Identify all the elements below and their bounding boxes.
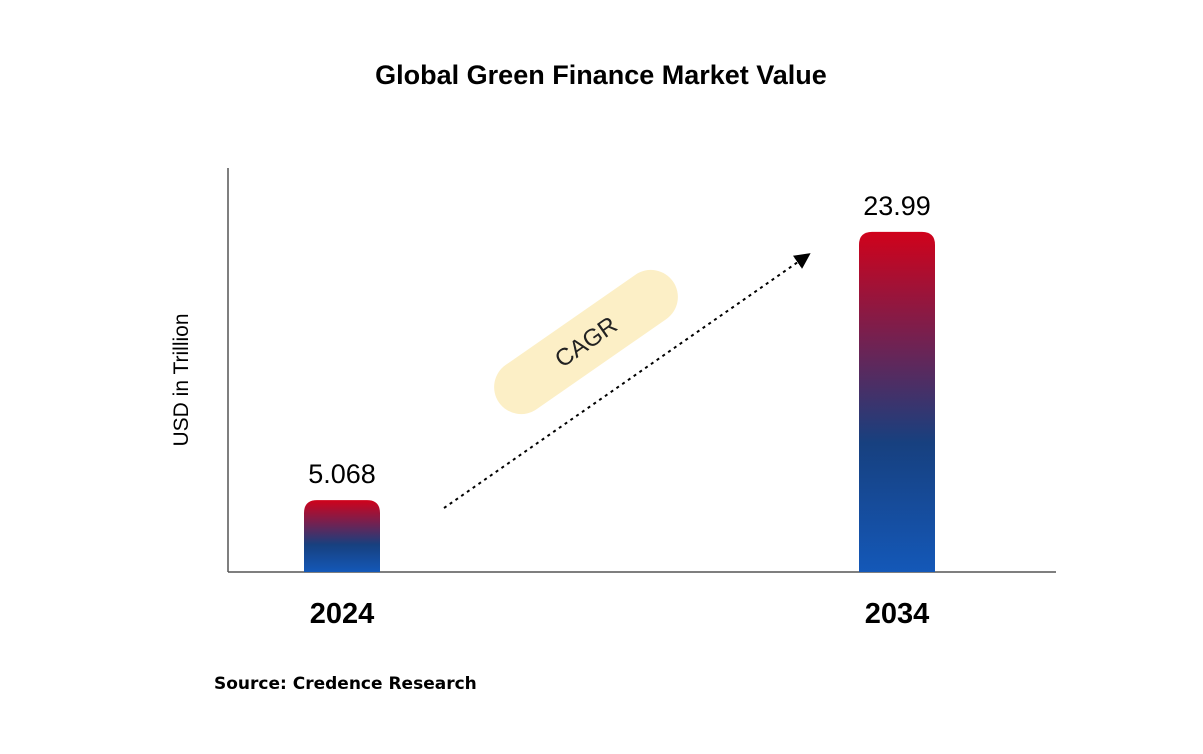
bar-2024: [304, 500, 380, 572]
x-tick-label-2034: 2034: [865, 598, 930, 630]
cagr-badge-background: [494, 269, 678, 415]
value-label-2024: 5.068: [308, 459, 376, 489]
x-tick-label-2024: 2024: [310, 598, 375, 630]
value-label-2034: 23.99: [863, 191, 931, 221]
bars-group: 5.068 2024 23.99 2034: [304, 191, 935, 630]
bar-2034: [859, 231, 935, 573]
y-axis-label: USD in Trillion: [170, 313, 193, 446]
cagr-badge: CAGR: [494, 269, 678, 415]
source-note: Source: Credence Research: [214, 674, 477, 694]
chart-title: Global Green Finance Market Value: [375, 60, 827, 90]
